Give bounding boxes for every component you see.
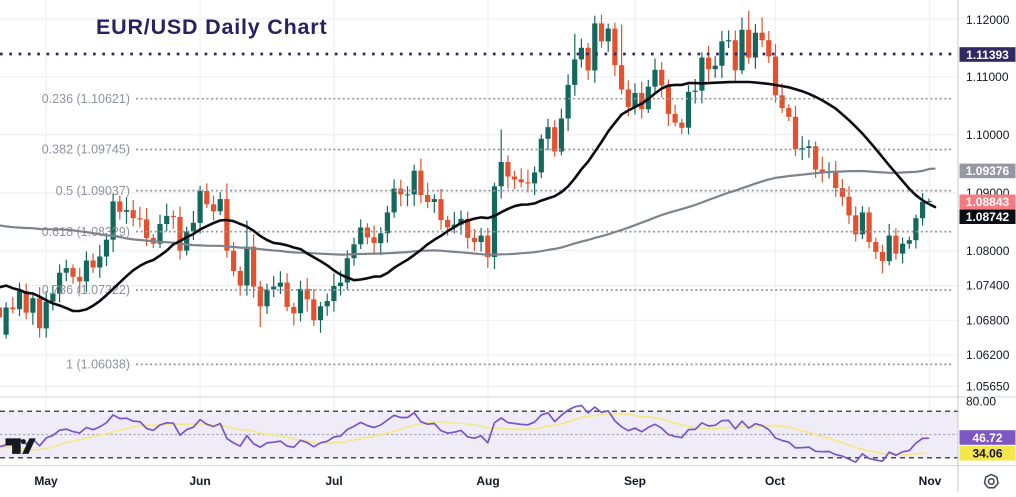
svg-text:1.09376: 1.09376 (966, 164, 1010, 178)
svg-text:1.06200: 1.06200 (966, 348, 1010, 362)
svg-text:Sep: Sep (624, 474, 646, 488)
svg-text:1.08742: 1.08742 (966, 210, 1010, 224)
svg-text:1.08843: 1.08843 (966, 195, 1010, 209)
svg-text:1.08000: 1.08000 (966, 244, 1010, 258)
svg-text:0.5 (1.09037): 0.5 (1.09037) (56, 184, 130, 198)
svg-text:34.06: 34.06 (972, 447, 1002, 461)
svg-text:80.00: 80.00 (966, 394, 996, 408)
svg-text:EUR/USD Daily Chart: EUR/USD Daily Chart (96, 15, 327, 39)
svg-text:46.72: 46.72 (972, 431, 1002, 445)
svg-text:0.382 (1.09745): 0.382 (1.09745) (42, 143, 130, 157)
svg-text:Jun: Jun (189, 474, 210, 488)
svg-text:1.05650: 1.05650 (966, 380, 1010, 394)
svg-text:1.07400: 1.07400 (966, 279, 1010, 293)
svg-text:Oct: Oct (765, 474, 785, 488)
svg-text:1.10000: 1.10000 (966, 128, 1010, 142)
svg-text:0.236 (1.10621): 0.236 (1.10621) (42, 92, 130, 106)
svg-text:1.06800: 1.06800 (966, 313, 1010, 327)
svg-text:1.11393: 1.11393 (966, 48, 1009, 62)
svg-text:1.12000: 1.12000 (966, 13, 1010, 27)
svg-text:Nov: Nov (919, 474, 942, 488)
svg-text:Jul: Jul (325, 474, 342, 488)
svg-text:May: May (34, 474, 58, 488)
svg-text:1.11000: 1.11000 (966, 70, 1009, 84)
svg-text:Aug: Aug (476, 474, 499, 488)
svg-text:1 (1.06038): 1 (1.06038) (66, 358, 130, 372)
